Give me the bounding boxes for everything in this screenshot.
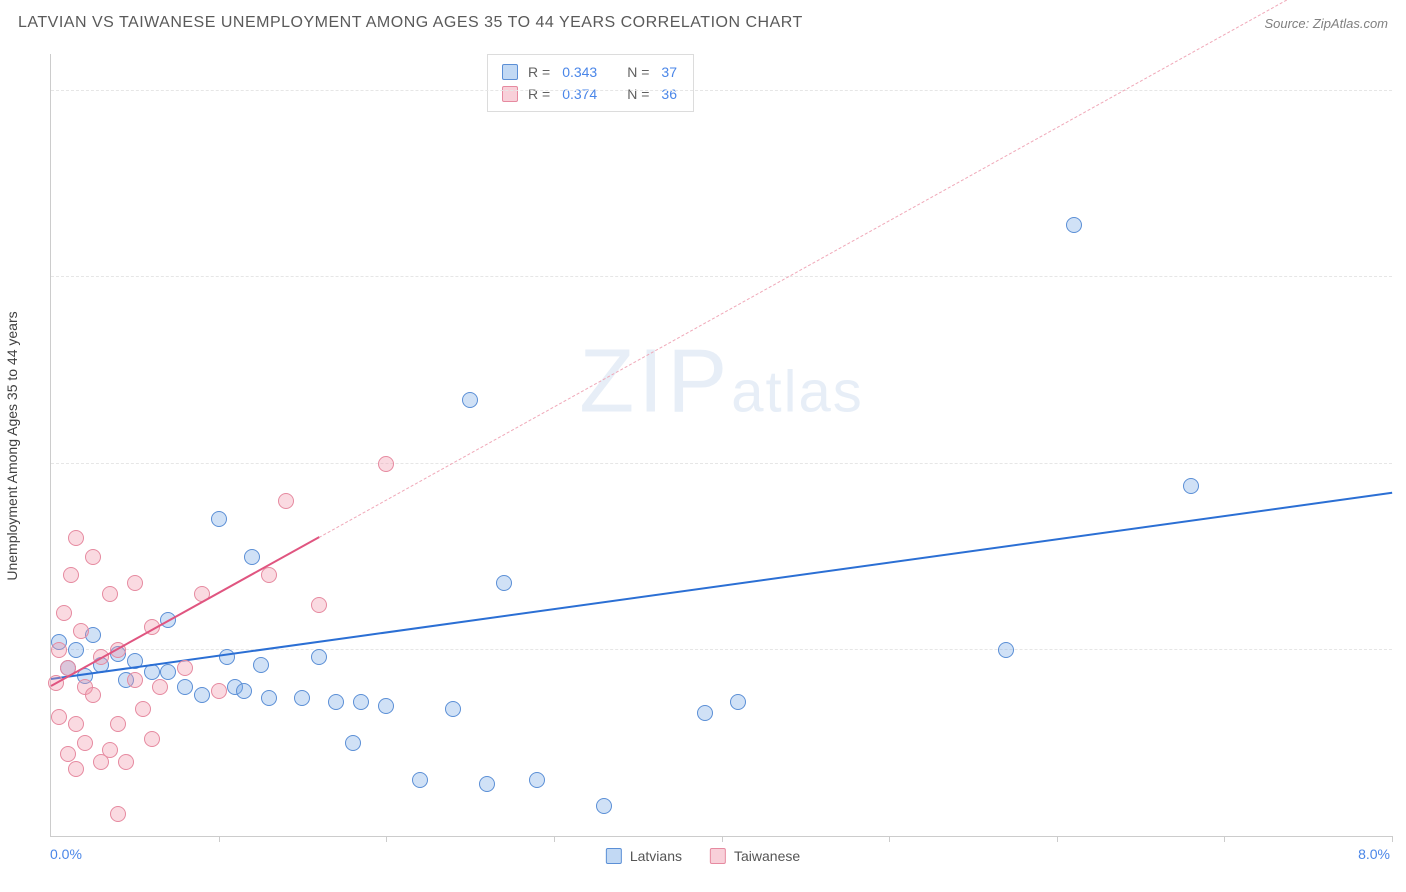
r-label: R = <box>528 83 550 105</box>
watermark: ZIPatlas <box>579 331 864 434</box>
x-tick <box>1392 836 1393 842</box>
scatter-point <box>211 511 227 527</box>
x-tick <box>1224 836 1225 842</box>
y-tick-label: 20.0% <box>1397 83 1406 99</box>
scatter-point <box>529 772 545 788</box>
scatter-point <box>77 735 93 751</box>
scatter-point <box>353 694 369 710</box>
scatter-point <box>127 672 143 688</box>
stats-legend-box: R = 0.343 N = 37 R = 0.374 N = 36 <box>487 54 694 112</box>
scatter-point <box>68 716 84 732</box>
scatter-point <box>73 623 89 639</box>
scatter-point <box>211 683 227 699</box>
scatter-point <box>244 549 260 565</box>
legend-item-latvians: Latvians <box>606 848 682 864</box>
scatter-point <box>1183 478 1199 494</box>
x-tick <box>1057 836 1058 842</box>
scatter-point <box>479 776 495 792</box>
stats-row-latvians: R = 0.343 N = 37 <box>502 61 679 83</box>
series-legend: Latvians Taiwanese <box>606 848 800 864</box>
r-label: R = <box>528 61 550 83</box>
x-tick <box>386 836 387 842</box>
scatter-point <box>60 746 76 762</box>
legend-label: Taiwanese <box>734 848 800 864</box>
scatter-point <box>56 605 72 621</box>
scatter-point <box>177 660 193 676</box>
x-axis-min-label: 0.0% <box>50 846 82 862</box>
scatter-point <box>253 657 269 673</box>
scatter-point <box>85 687 101 703</box>
y-tick-label: 10.0% <box>1397 456 1406 472</box>
regression-line <box>51 491 1392 679</box>
scatter-point <box>697 705 713 721</box>
scatter-point <box>102 742 118 758</box>
swatch-icon <box>606 848 622 864</box>
regression-line-extrapolated <box>319 0 1292 538</box>
scatter-point <box>110 716 126 732</box>
gridline <box>51 276 1392 277</box>
scatter-point <box>127 575 143 591</box>
y-axis-title: Unemployment Among Ages 35 to 44 years <box>4 311 20 580</box>
x-tick <box>889 836 890 842</box>
scatter-point <box>68 642 84 658</box>
stats-row-taiwanese: R = 0.374 N = 36 <box>502 83 679 105</box>
scatter-point <box>345 735 361 751</box>
scatter-point <box>378 456 394 472</box>
scatter-point <box>596 798 612 814</box>
scatter-point <box>51 709 67 725</box>
scatter-point <box>51 642 67 658</box>
scatter-point <box>135 701 151 717</box>
scatter-point <box>68 530 84 546</box>
legend-item-taiwanese: Taiwanese <box>710 848 800 864</box>
scatter-point <box>85 549 101 565</box>
scatter-point <box>496 575 512 591</box>
scatter-point <box>730 694 746 710</box>
n-label: N = <box>627 83 649 105</box>
scatter-point <box>998 642 1014 658</box>
scatter-point <box>1066 217 1082 233</box>
scatter-point <box>177 679 193 695</box>
scatter-point <box>294 690 310 706</box>
scatter-point <box>102 586 118 602</box>
swatch-icon <box>502 86 518 102</box>
scatter-point <box>68 761 84 777</box>
y-tick-label: 5.0% <box>1397 642 1406 658</box>
scatter-point <box>311 597 327 613</box>
x-axis-max-label: 8.0% <box>1358 846 1390 862</box>
scatter-point <box>445 701 461 717</box>
n-value: 36 <box>659 83 679 105</box>
chart-title: LATVIAN VS TAIWANESE UNEMPLOYMENT AMONG … <box>18 14 803 32</box>
scatter-point <box>194 687 210 703</box>
scatter-point <box>462 392 478 408</box>
scatter-point <box>311 649 327 665</box>
scatter-point <box>160 664 176 680</box>
gridline <box>51 463 1392 464</box>
r-value: 0.343 <box>560 61 599 83</box>
n-label: N = <box>627 61 649 83</box>
scatter-point <box>118 754 134 770</box>
x-tick <box>219 836 220 842</box>
scatter-point <box>261 690 277 706</box>
source-label: Source: ZipAtlas.com <box>1264 16 1388 31</box>
scatter-point <box>328 694 344 710</box>
scatter-point <box>144 731 160 747</box>
n-value: 37 <box>659 61 679 83</box>
scatter-point <box>110 806 126 822</box>
plot-area: ZIPatlas R = 0.343 N = 37 R = 0.374 N = … <box>50 54 1392 837</box>
scatter-point <box>378 698 394 714</box>
scatter-point <box>261 567 277 583</box>
scatter-point <box>63 567 79 583</box>
swatch-icon <box>710 848 726 864</box>
gridline <box>51 90 1392 91</box>
scatter-point <box>236 683 252 699</box>
r-value: 0.374 <box>560 83 599 105</box>
scatter-point <box>152 679 168 695</box>
scatter-point <box>278 493 294 509</box>
legend-label: Latvians <box>630 848 682 864</box>
y-tick-label: 15.0% <box>1397 269 1406 285</box>
swatch-icon <box>502 64 518 80</box>
x-tick <box>554 836 555 842</box>
scatter-point <box>412 772 428 788</box>
x-tick <box>722 836 723 842</box>
